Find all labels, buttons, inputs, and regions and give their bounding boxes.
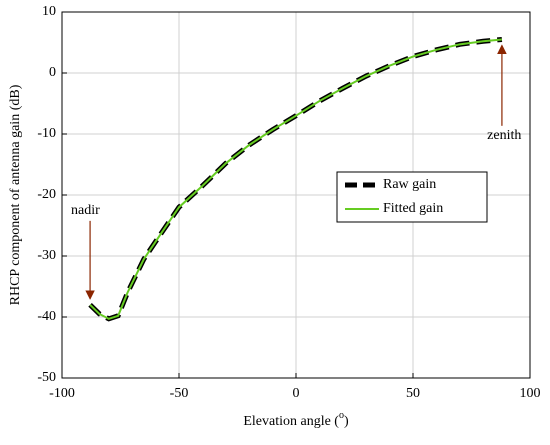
y-tick-label: 0 <box>49 65 56 80</box>
plot-frame <box>61 11 531 379</box>
series-line <box>89 38 503 320</box>
y-tick-label: -30 <box>37 248 56 263</box>
legend-label: Fitted gain <box>383 201 443 216</box>
x-tick-label: 50 <box>406 386 420 401</box>
x-tick-label: -50 <box>170 386 189 401</box>
x-tick-label: -100 <box>49 386 75 401</box>
y-axis-label: RHCP component of antenna gain (dB) <box>8 84 23 305</box>
y-tick-label: -10 <box>37 126 56 141</box>
annotation: zenith <box>487 128 521 143</box>
y-tick-label: -50 <box>37 370 56 385</box>
annotation: nadir <box>71 203 100 218</box>
x-tick-label: 0 <box>293 386 300 401</box>
x-tick-label: 100 <box>520 386 541 401</box>
legend-label: Raw gain <box>383 177 436 192</box>
x-axis-label: Elevation angle (o) <box>243 410 349 429</box>
legend-box <box>336 171 488 223</box>
y-tick-label: -40 <box>37 309 56 324</box>
y-tick-label: -20 <box>37 187 56 202</box>
y-tick-label: 10 <box>42 4 56 19</box>
